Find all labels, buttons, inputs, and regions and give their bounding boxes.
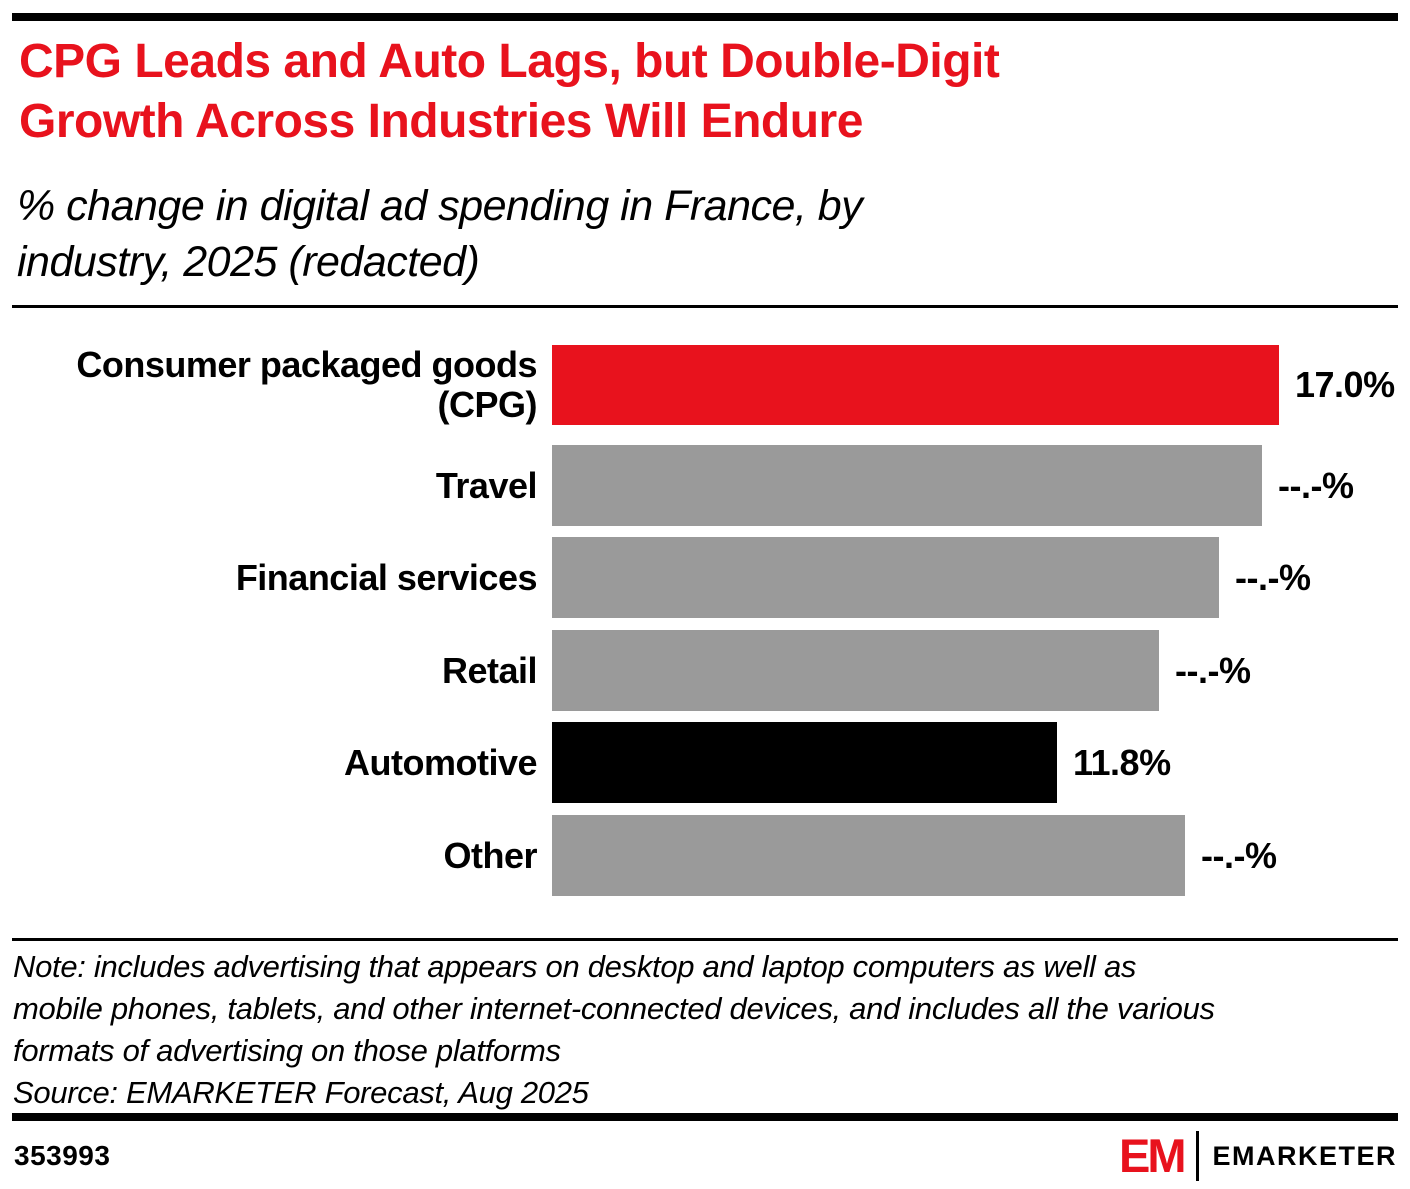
bar-row-travel: Travel --.-%: [0, 445, 1410, 526]
emarketer-logo: EM EMARKETER: [1119, 1131, 1397, 1181]
value-label-travel: --.-%: [1278, 464, 1354, 506]
chart-id: 353993: [14, 1140, 111, 1171]
bar-row-financial-services: Financial services --.-%: [0, 537, 1410, 618]
category-label-line: Retail: [441, 649, 538, 691]
chart-subtitle-line-2: industry, 2025 (redacted): [17, 238, 480, 286]
value-label-retail: --.-%: [1175, 649, 1251, 691]
footnote-divider-rule: [12, 938, 1398, 941]
bar-row-cpg: Consumer packaged goods (CPG) 17.0%: [0, 345, 1410, 425]
bar-travel: [552, 445, 1262, 526]
emarketer-brand-name: EMARKETER: [1212, 1140, 1397, 1171]
header-divider-rule: [12, 305, 1398, 308]
emarketer-logo-monogram: EM: [1118, 1129, 1186, 1182]
category-label-financial-services: Financial services: [0, 537, 538, 618]
value-label-financial-services: --.-%: [1235, 556, 1311, 598]
footnote-block: Note: includes advertising that appears …: [13, 946, 1390, 1114]
chart-title-line-1: CPG Leads and Auto Lags, but Double-Digi…: [19, 35, 1000, 88]
bottom-border-bar: [12, 1113, 1398, 1121]
bar-retail: [552, 630, 1159, 711]
category-label-line: Other: [443, 834, 537, 876]
bar-row-retail: Retail --.-%: [0, 630, 1410, 711]
bar-cpg: [552, 345, 1279, 425]
chart-subtitle-line-1: % change in digital ad spending in Franc…: [17, 182, 863, 230]
category-label-retail: Retail: [0, 630, 538, 711]
chart-title: CPG Leads and Auto Lags, but Double-Digi…: [19, 32, 1390, 152]
bar-row-other: Other --.-%: [0, 815, 1410, 896]
category-label-line: Consumer packaged goods: [76, 344, 537, 385]
category-label-automotive: Automotive: [0, 722, 538, 803]
bar-automotive: [552, 722, 1057, 803]
category-label-line: (CPG): [437, 384, 538, 425]
chart-subtitle: % change in digital ad spending in Franc…: [17, 178, 1390, 290]
chart-title-line-2: Growth Across Industries Will Endure: [19, 95, 863, 148]
category-label-cpg: Consumer packaged goods (CPG): [0, 345, 537, 425]
bar-financial-services: [552, 537, 1219, 618]
source-line: Source: EMARKETER Forecast, Aug 2025: [13, 1075, 589, 1110]
footer: 353993 EM EMARKETER: [14, 1128, 1397, 1184]
top-border-bar: [12, 13, 1398, 21]
bar-other: [552, 815, 1185, 896]
note-line-2: mobile phones, tablets, and other intern…: [13, 991, 1215, 1026]
value-label-other: --.-%: [1201, 834, 1277, 876]
bar-chart: Consumer packaged goods (CPG) 17.0% Trav…: [0, 345, 1410, 896]
bar-row-automotive: Automotive 11.8%: [0, 722, 1410, 803]
category-label-line: Financial services: [235, 556, 538, 598]
note-line-1: Note: includes advertising that appears …: [13, 949, 1137, 984]
value-label-cpg: 17.0%: [1295, 364, 1395, 405]
category-label-line: Automotive: [344, 741, 538, 783]
value-label-automotive: 11.8%: [1073, 741, 1171, 783]
note-line-3: formats of advertising on those platform…: [13, 1033, 561, 1068]
category-label-other: Other: [0, 815, 537, 896]
category-label-line: Travel: [435, 464, 538, 506]
logo-divider: [1196, 1131, 1200, 1181]
category-label-travel: Travel: [0, 445, 538, 526]
